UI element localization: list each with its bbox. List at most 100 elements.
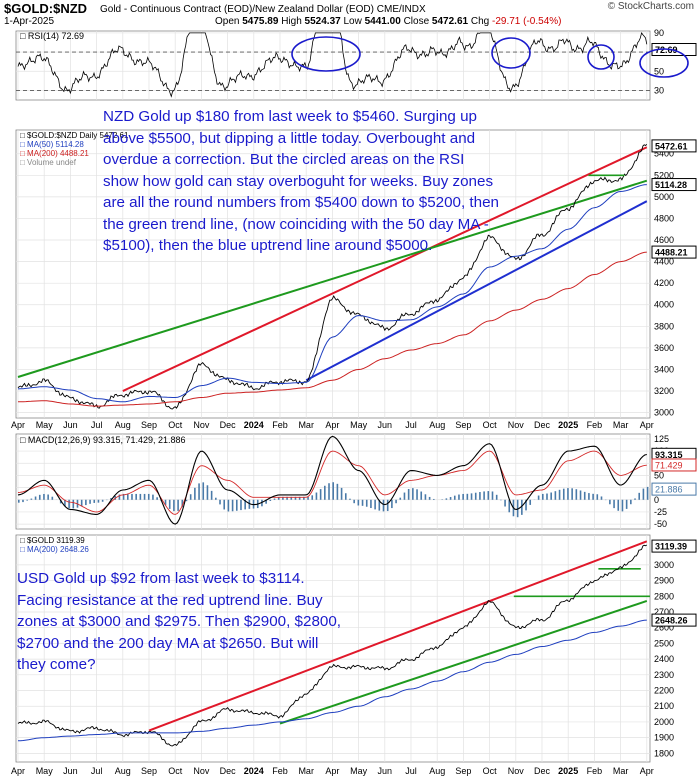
macd-histogram-bar xyxy=(277,497,280,500)
nzd-tick-label: 4000 xyxy=(654,300,674,310)
nzd-panel xyxy=(15,129,651,419)
x-tick-label: Nov xyxy=(508,766,525,776)
macd-histogram-bar xyxy=(181,499,184,508)
macd-histogram-bar xyxy=(131,493,133,500)
macd-histogram-bar xyxy=(244,499,246,510)
macd-histogram-bar xyxy=(265,499,267,504)
macd-histogram-bar xyxy=(30,498,33,500)
macd-legend: □ MACD(12,26,9) 93.315, 71.429, 21.886 xyxy=(20,435,186,445)
macd-panel xyxy=(15,433,651,530)
x-tick-label: Jul xyxy=(91,420,103,430)
macd-histogram-bar xyxy=(391,499,393,509)
open-label: Open xyxy=(215,16,240,27)
usd-tick-label: 2700 xyxy=(654,607,674,617)
x-tick-label: Mar xyxy=(298,420,314,430)
nzd-legend-item: □ Volume undef xyxy=(20,158,77,167)
usd-panel xyxy=(15,534,651,763)
macd-histogram-bar xyxy=(248,499,251,509)
macd-histogram-bar xyxy=(646,486,649,500)
low-label: Low xyxy=(343,16,362,27)
macd-histogram-bar xyxy=(51,496,54,500)
macd-histogram-bar xyxy=(80,499,83,507)
rsi-overbought-circle xyxy=(291,36,361,72)
macd-histogram-bar xyxy=(340,487,343,500)
macd-histogram-bar xyxy=(424,494,427,500)
open-value: 5475.89 xyxy=(242,16,279,27)
nzd-tick-label: 5000 xyxy=(654,192,674,202)
rsi-legend: □ RSI(14) 72.69 xyxy=(20,31,84,41)
usd-tick-label: 2300 xyxy=(654,670,674,680)
usd-annotation: USD Gold up $92 from last week to $3114.… xyxy=(17,570,342,673)
macd-histogram-bar xyxy=(168,499,171,509)
macd-histogram-bar xyxy=(110,498,112,500)
x-tick-label: May xyxy=(36,420,54,430)
usd-ma200-line xyxy=(17,619,647,742)
macd-histogram-bar xyxy=(621,499,624,512)
macd-histogram-bar xyxy=(139,493,142,500)
macd-histogram-bar xyxy=(85,499,87,506)
x-tick-label: Feb xyxy=(587,766,603,776)
rsi-overbought-circle xyxy=(491,37,531,69)
x-tick-label: Jul xyxy=(91,766,103,776)
x-tick-label: Sep xyxy=(455,420,471,430)
macd-histogram-bar xyxy=(567,488,569,500)
x-tick-label: Jun xyxy=(378,420,393,430)
macd-histogram-bar xyxy=(453,495,456,500)
rsi-panel xyxy=(15,30,651,101)
macd-histogram-bar xyxy=(554,491,557,500)
macd-histogram-bar xyxy=(164,499,167,506)
x-tick-label: 2025 xyxy=(558,420,578,430)
macd-histogram-bar xyxy=(365,499,368,507)
usd-price-label: 3119.39 xyxy=(655,542,687,552)
macd-histogram-bar xyxy=(466,493,469,500)
macd-histogram-bar xyxy=(420,491,423,500)
rsi-overbought-circle xyxy=(587,44,615,70)
x-tick-label: Sep xyxy=(141,420,157,430)
x-tick-label: Nov xyxy=(193,766,210,776)
macd-histogram-bar xyxy=(403,492,406,500)
nzd-price-label-tag xyxy=(651,139,697,153)
macd-histogram-bar xyxy=(361,499,364,506)
macd-histogram-bar xyxy=(185,499,188,502)
usd-price-label-tag xyxy=(651,539,697,553)
macd-histogram-bar xyxy=(210,490,213,500)
nzd-ma50-line xyxy=(17,184,647,403)
x-tick-label: Jun xyxy=(378,766,393,776)
macd-histogram-bar xyxy=(412,488,414,500)
macd-histogram-bar xyxy=(344,493,347,500)
nzd-tick-label: 3200 xyxy=(654,386,674,396)
macd-histogram-bar xyxy=(198,483,200,500)
usd-legend-item: □ MA(200) 2648.26 xyxy=(20,545,89,554)
x-tick-label: Aug xyxy=(115,420,131,430)
macd-histogram-bar xyxy=(240,499,242,511)
macd-histogram-bar xyxy=(93,499,96,503)
macd-histogram-bar xyxy=(613,499,615,509)
macd-histogram-bar xyxy=(282,496,284,500)
macd-histogram-bar xyxy=(642,488,645,500)
macd-histogram-bar xyxy=(588,493,590,500)
nzd-tick-label: 5400 xyxy=(654,149,674,159)
x-tick-label: 2025 xyxy=(558,766,578,776)
usd-trend-line xyxy=(148,540,648,732)
macd-histogram-bar xyxy=(194,487,196,500)
usd-tick-label: 3000 xyxy=(654,560,674,570)
macd-histogram-bar xyxy=(298,496,301,500)
macd-histogram-bar xyxy=(386,499,389,512)
chart-date: 1-Apr-2025 xyxy=(4,16,55,27)
low-value: 5441.00 xyxy=(364,16,401,27)
macd-histogram-bar xyxy=(382,499,385,512)
usd-legend-item: □ $GOLD 3119.39 xyxy=(20,536,85,545)
chart-symbol: $GOLD:$NZD xyxy=(4,1,88,16)
macd-histogram-bar xyxy=(64,499,66,507)
x-tick-label: Feb xyxy=(587,420,603,430)
nzd-tick-label: 3400 xyxy=(654,364,674,374)
ohlc-readout: Open 5475.89 High 5524.37 Low 5441.00 Cl… xyxy=(215,16,561,27)
usd-ma200-label: 2648.26 xyxy=(655,616,688,626)
macd-histogram-bar xyxy=(235,499,238,511)
usd-tick-label: 2200 xyxy=(654,686,674,696)
macd-line xyxy=(17,435,647,525)
macd-histogram-bar xyxy=(579,490,582,500)
macd-histogram-bar xyxy=(374,499,376,510)
rsi-overbought-circle xyxy=(639,48,689,78)
